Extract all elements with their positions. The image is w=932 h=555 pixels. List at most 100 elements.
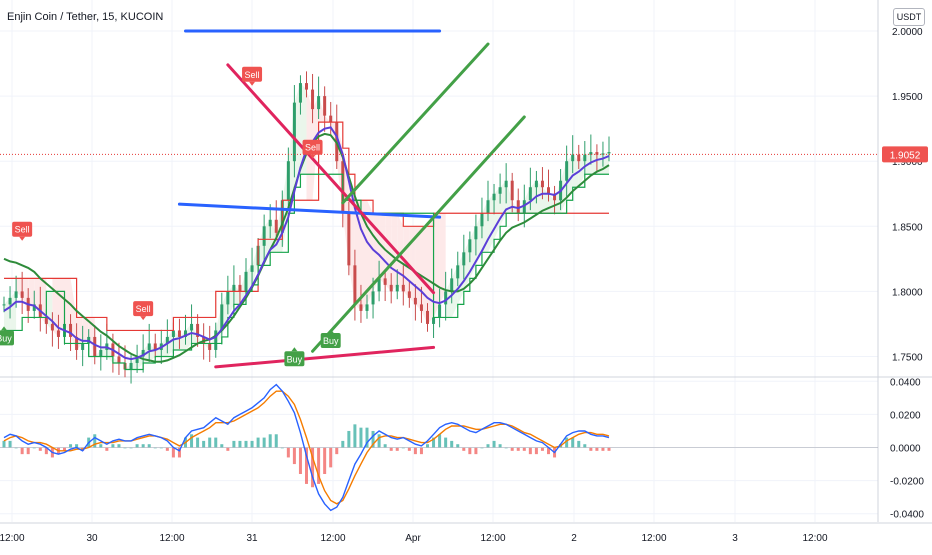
candle-body <box>347 213 351 266</box>
supertrend-down-fill <box>16 278 23 298</box>
supertrend-up-fill <box>4 297 11 331</box>
osc-axis-tick: 0.0000 <box>890 444 921 455</box>
price-axis-tick: 1.8000 <box>892 287 923 298</box>
candle-body <box>147 343 151 350</box>
supertrend-down-fill <box>427 213 434 324</box>
candle-body <box>413 297 417 305</box>
supertrend-down-fill <box>70 278 77 350</box>
candle-body <box>583 154 587 162</box>
macd-histogram-bar <box>504 447 508 449</box>
supertrend-up-fill <box>536 180 543 214</box>
supertrend-up-fill <box>578 154 585 188</box>
candle-body <box>323 96 327 116</box>
candle-body <box>69 323 73 337</box>
macd-histogram-bar <box>528 447 532 455</box>
candle-body <box>286 161 290 201</box>
macd-histogram-bar <box>359 427 363 448</box>
macd-histogram-bar <box>256 437 260 448</box>
sell-signal: Sell <box>242 66 263 86</box>
price-axis-tick: 1.9500 <box>892 92 923 103</box>
candle-body <box>462 252 466 266</box>
supertrend-up-fill <box>530 180 537 214</box>
macd-histogram-bar <box>111 444 115 448</box>
macd-histogram-bar <box>298 447 302 474</box>
macd-histogram-bar <box>165 447 169 451</box>
macd-histogram-bar <box>208 437 212 448</box>
candle-body <box>274 219 278 233</box>
supertrend-up-fill <box>566 154 573 201</box>
supertrend-down-fill <box>28 278 35 311</box>
time-axis-tick: 12:00 <box>802 533 827 544</box>
candle-body <box>20 291 24 298</box>
chart-title: Enjin Coin / Tether, 15, KUCOIN <box>7 11 164 23</box>
supertrend-up-fill <box>524 187 531 214</box>
osc-axis-tick: 0.0200 <box>890 410 921 421</box>
candle-body <box>93 336 97 357</box>
currency-button[interactable]: USDT <box>893 8 925 26</box>
candle-body <box>371 291 375 305</box>
buy-signal-tag <box>0 330 14 346</box>
macd-histogram-bar <box>468 447 472 455</box>
macd-histogram-bar <box>522 447 526 451</box>
supertrend-down-fill <box>64 278 71 337</box>
buy-signal: Buy <box>284 347 305 367</box>
candle-body <box>208 343 212 350</box>
sell-signal-pointer <box>19 236 26 241</box>
macd-histogram-bar <box>577 440 581 448</box>
macd-histogram-bar <box>177 447 181 458</box>
macd-histogram-bar <box>389 447 393 451</box>
candle-body <box>262 226 266 246</box>
supertrend-up-fill <box>239 271 246 305</box>
time-axis-tick: 2 <box>571 533 577 544</box>
candle-body <box>250 265 254 272</box>
macd-histogram-bar <box>547 447 550 455</box>
macd-histogram-bar <box>341 440 345 448</box>
candle-body <box>553 193 557 201</box>
supertrend-up-fill <box>506 180 513 214</box>
candle-body <box>492 193 496 201</box>
macd-histogram-bar <box>123 447 127 449</box>
macd-histogram-bar <box>383 444 387 448</box>
macd-histogram-bar <box>202 440 206 448</box>
candle-body <box>468 239 472 253</box>
macd-histogram-bar <box>159 447 163 449</box>
candle-body <box>14 291 18 298</box>
supertrend-up-fill <box>161 336 168 357</box>
candle-body <box>8 297 12 305</box>
supertrend-up-fill <box>288 102 295 214</box>
macd-histogram-bar <box>492 440 496 448</box>
macd-histogram-bar <box>232 440 236 448</box>
sell-signal-label: Sell <box>305 143 320 153</box>
macd-histogram-bar <box>371 430 375 448</box>
candle-body <box>595 152 599 155</box>
sell-signal: Sell <box>133 301 154 321</box>
macd-line <box>3 383 610 512</box>
candle-body <box>377 278 381 292</box>
macd-histogram-bar <box>498 444 502 448</box>
macd-histogram-bar <box>280 447 284 449</box>
macd-histogram-bar <box>474 447 478 455</box>
macd-histogram-bar <box>353 424 357 448</box>
macd-histogram-bar <box>565 437 569 448</box>
sell-signal-pointer <box>249 81 256 86</box>
candle-body <box>389 284 393 292</box>
macd-histogram-bar <box>32 447 36 449</box>
supertrend-up-fill <box>94 349 101 357</box>
sell-signal-pointer <box>140 316 147 321</box>
sell-signal: Sell <box>12 221 33 241</box>
candle-body <box>407 291 411 298</box>
candle-body <box>268 219 272 227</box>
macd-histogram-bar <box>2 440 6 448</box>
macd-histogram-bar <box>286 447 290 458</box>
candle-body <box>432 317 436 324</box>
sell-signal-tag <box>12 221 33 237</box>
price-axis-tick: 1.9000 <box>892 157 923 168</box>
time-axis-tick: 12:00 <box>0 533 25 544</box>
supertrend-up-fill <box>227 284 234 318</box>
macd-histogram-bar <box>129 447 133 449</box>
macd-histogram-bar <box>26 447 30 455</box>
buy-signal: Buy <box>320 329 341 349</box>
sell-signal-tag <box>302 139 323 155</box>
